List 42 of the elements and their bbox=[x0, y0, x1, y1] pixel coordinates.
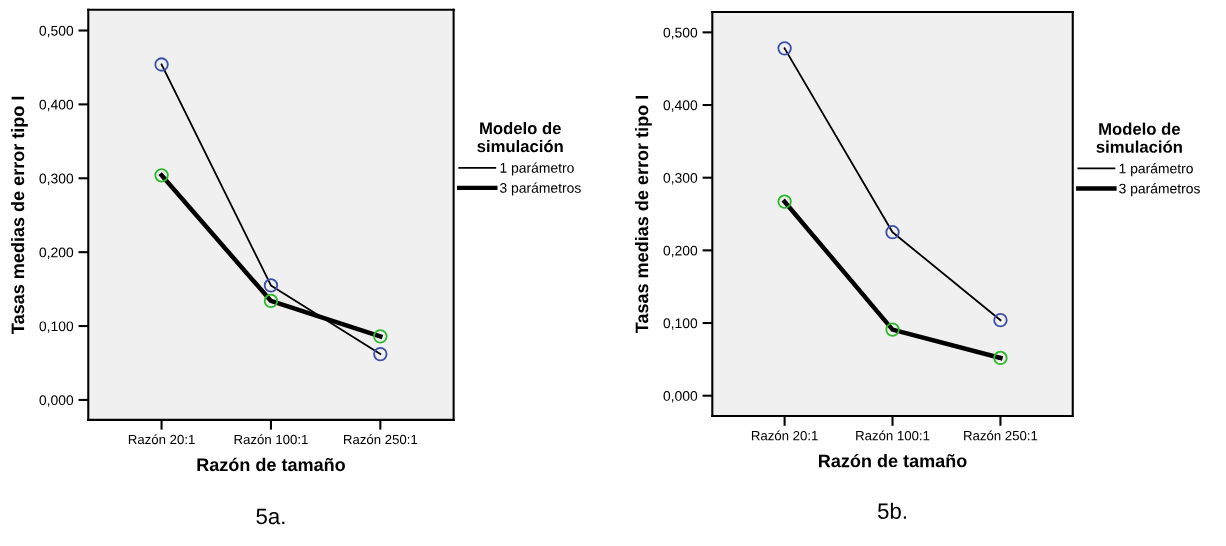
point bbox=[263, 278, 279, 293]
y-tick-label: 0,000 bbox=[39, 395, 74, 407]
x-tick-label: Razón 250:1 bbox=[344, 434, 418, 445]
y-axis-title: Tasas medias de error tipo I bbox=[635, 95, 652, 334]
x-tick-label: Razón 250:1 bbox=[964, 430, 1038, 441]
y-tick-label: 0,300 bbox=[663, 173, 698, 185]
text: 5b. bbox=[877, 502, 906, 519]
x-axis-title: Razón de tamaño bbox=[819, 453, 967, 468]
y-tick-label: 0,500 bbox=[39, 25, 74, 38]
y-tick-label: 0,100 bbox=[39, 321, 74, 333]
point bbox=[154, 57, 169, 72]
point bbox=[154, 168, 169, 183]
legend-title: Modelo de simulación bbox=[1096, 122, 1182, 153]
point bbox=[777, 41, 792, 56]
y-tick-label: 0,200 bbox=[663, 245, 698, 258]
point bbox=[373, 329, 388, 344]
point bbox=[993, 350, 1008, 366]
legend-label: 1 parámetro bbox=[500, 162, 574, 176]
legend-label: 3 parámetros bbox=[499, 182, 581, 196]
point bbox=[993, 312, 1008, 328]
text: 5a. bbox=[256, 508, 285, 525]
x-tick-label: Razón 100:1 bbox=[234, 434, 308, 445]
y-axis-title: Tasas medias de error tipo I bbox=[10, 96, 28, 334]
point bbox=[885, 225, 900, 240]
y-tick-label: 0,000 bbox=[663, 391, 698, 403]
point bbox=[777, 194, 792, 209]
x-axis-title: Razón de tamaño bbox=[197, 457, 345, 472]
legend-title: Modelo de simulación bbox=[477, 122, 563, 153]
y-tick-label: 0,200 bbox=[39, 247, 74, 259]
y-tick-label: 0,500 bbox=[663, 27, 698, 40]
x-tick-label: Razón 20:1 bbox=[128, 434, 195, 445]
x-tick-label: Razón 20:1 bbox=[751, 430, 818, 441]
point bbox=[373, 346, 388, 362]
y-tick-label: 0,100 bbox=[663, 318, 698, 330]
point bbox=[885, 322, 900, 337]
y-tick-label: 0,400 bbox=[39, 99, 74, 112]
point bbox=[263, 293, 279, 309]
legend-label: 3 parámetros bbox=[1119, 183, 1200, 197]
legend-label: 1 parámetro bbox=[1119, 163, 1193, 177]
x-tick-label: Razón 100:1 bbox=[856, 430, 930, 441]
y-tick-label: 0,300 bbox=[39, 173, 74, 186]
y-tick-label: 0,400 bbox=[663, 100, 698, 112]
